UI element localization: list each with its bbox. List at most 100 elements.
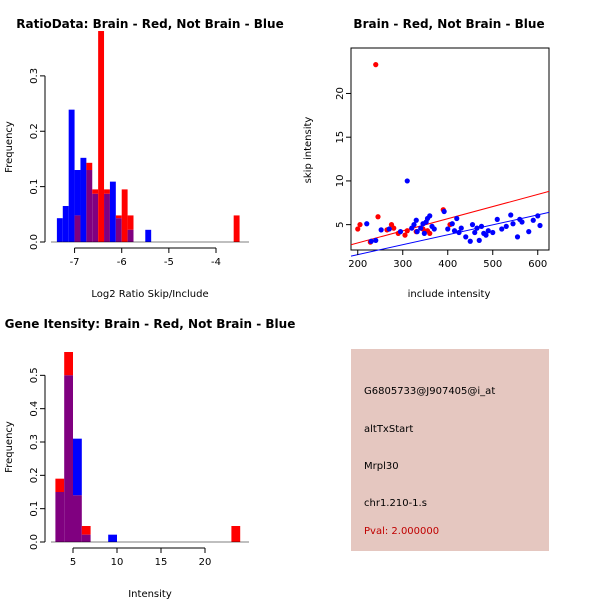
ratio-histogram-bar-brain	[98, 31, 105, 242]
ratio-histogram-y-tick-label: 0.0	[29, 234, 40, 250]
scatter-point-brain	[375, 214, 381, 220]
ratio-histogram-bar-not-brain	[56, 218, 63, 242]
ratio-histogram-x-tick-label: -7	[70, 257, 80, 268]
gene-histogram-x-tick-label: 5	[70, 557, 76, 568]
scatter-point-brain	[391, 225, 397, 231]
gene-histogram-bar-brain	[64, 352, 73, 376]
gene-histogram-xlabel: Intensity	[128, 589, 172, 600]
scatter-y-tick-label: 10	[335, 175, 346, 188]
gene-histogram-y-tick-label: 0.4	[29, 401, 40, 417]
scatter-x-tick-label: 600	[528, 259, 547, 270]
event-type: altTxStart	[364, 424, 414, 435]
scatter-axes: 200 300 400 500 600 5 10 15 20	[335, 87, 547, 270]
gene-histogram-x-tick-label: 20	[199, 557, 212, 568]
scatter-fit-line-not-brain	[350, 211, 550, 257]
ratio-histogram-bar-overlap	[115, 218, 122, 242]
ratio-histogram-y-tick-label: 0.2	[29, 123, 40, 139]
ratio-histogram-ylabel: Frequency	[4, 121, 15, 173]
ratio-histogram-bar-not-brain	[62, 206, 69, 242]
ratio-histogram-bar-not-brain	[80, 157, 87, 242]
scatter-point-not-brain	[411, 222, 417, 228]
gene-histogram-ylabel: Frequency	[4, 421, 15, 473]
scatter-point-not-brain	[537, 222, 543, 229]
scatter-fit-lines	[350, 190, 550, 257]
scatter-point-not-brain	[418, 225, 424, 231]
scatter-point-not-brain	[368, 238, 374, 244]
gene-histogram-title: Gene Itensity: Brain - Red, Not Brain - …	[5, 317, 296, 331]
scatter-title: Brain - Red, Not Brain - Blue	[353, 17, 544, 31]
ratio-histogram-title: RatioData: Brain - Red, Not Brain - Blue	[16, 17, 283, 31]
gene-histogram-axes: 5 10 15 20 0.0 0.1 0.2 0.3 0.4 0.5	[29, 367, 211, 568]
scatter-plot-box	[350, 47, 550, 251]
scatter-point-not-brain	[472, 229, 478, 236]
gene-histogram-y-tick-label: 0.5	[29, 367, 40, 383]
ratio-histogram-bar-brain	[127, 215, 134, 230]
ratio-histogram-bar-brain	[121, 189, 128, 242]
gene-histogram-bar-not-brain	[108, 534, 117, 542]
scatter-point-not-brain	[414, 229, 420, 235]
ratio-histogram-bar-brain	[92, 189, 99, 194]
scatter-point-not-brain	[483, 232, 489, 238]
scatter-y-tick-label: 20	[335, 87, 346, 100]
scatter-point-not-brain	[413, 217, 419, 223]
intensity-scatter: Brain - Red, Not Brain - Blue include in…	[303, 17, 550, 300]
scatter-point-brain	[427, 230, 433, 236]
ratio-histogram-bar-not-brain	[74, 170, 81, 216]
scatter-point-not-brain	[397, 229, 404, 235]
scatter-point-not-brain	[469, 222, 476, 228]
scatter-point-not-brain	[456, 229, 462, 236]
scatter-point-not-brain	[458, 225, 464, 231]
gene-histogram-bar-not-brain	[73, 438, 82, 496]
gene-histogram-y-tick-label: 0.3	[29, 434, 40, 450]
ratio-histogram-xlabel: Log2 Ratio Skip/Include	[91, 289, 208, 300]
scatter-point-not-brain	[485, 228, 491, 234]
ratio-histogram-bar-brain	[86, 162, 93, 171]
gene-histogram-y-tick-label: 0.0	[29, 534, 40, 550]
scatter-point-not-brain	[499, 226, 505, 232]
scatter-point-not-brain	[510, 221, 516, 227]
scatter-point-not-brain	[514, 234, 521, 240]
gene-histogram-bar-brain	[55, 478, 65, 492]
gene-histogram-y-tick-label: 0.2	[29, 467, 40, 483]
ratio-histogram: RatioData: Brain - Red, Not Brain - Blue…	[4, 17, 284, 300]
ratio-histogram-bar-overlap	[86, 170, 93, 242]
scatter-point-not-brain	[463, 234, 469, 240]
scatter-point-not-brain	[530, 217, 536, 223]
scatter-point-brain	[402, 232, 408, 238]
scatter-point-not-brain	[364, 221, 370, 227]
ratio-histogram-bar-not-brain	[68, 109, 75, 242]
gene-histogram-bar-brain	[231, 526, 241, 542]
scatter-point-not-brain	[431, 226, 437, 232]
scatter-point-not-brain	[449, 221, 455, 227]
scatter-point-not-brain	[508, 212, 514, 218]
scatter-point-not-brain	[421, 230, 427, 236]
probe-id: G6805733@J907405@i_at	[364, 386, 496, 397]
gene-histogram-x-tick-label: 15	[155, 557, 168, 568]
scatter-point-not-brain	[373, 237, 379, 243]
gene-histogram-bar-overlap	[81, 534, 91, 542]
gene-histogram-y-tick-label: 0.1	[29, 501, 40, 517]
scatter-point-not-brain	[386, 226, 392, 232]
ratio-histogram-axes: -7 -6 -5 -4 0.0 0.1 0.2 0.3	[29, 68, 221, 268]
gene-histogram-bar-brain	[81, 526, 91, 535]
scatter-xlabel: include intensity	[408, 289, 491, 300]
scatter-point-not-brain	[451, 228, 458, 234]
ratio-histogram-bar-overlap	[74, 215, 81, 242]
gene-histogram-x-tick-label: 10	[111, 557, 124, 568]
gene-name: Mrpl30	[364, 461, 399, 472]
scatter-point-not-brain	[441, 208, 447, 215]
scatter-point-not-brain	[494, 216, 500, 222]
ratio-histogram-bar-overlap	[92, 193, 99, 242]
scatter-point-not-brain	[535, 213, 541, 219]
scatter-point-brain	[373, 62, 379, 68]
scatter-point-not-brain	[474, 225, 480, 231]
scatter-point-not-brain	[467, 238, 473, 244]
gene-histogram-bar-overlap	[55, 492, 65, 542]
ratio-histogram-x-tick-label: -6	[117, 257, 127, 268]
scatter-point-brain	[404, 228, 410, 234]
scatter-fit-line-brain	[350, 190, 550, 246]
ratio-histogram-bars	[51, 31, 249, 243]
probe-info-panel: G6805733@J907405@i_at altTxStart Mrpl30 …	[351, 349, 549, 551]
ratio-histogram-bar-brain	[115, 215, 122, 219]
